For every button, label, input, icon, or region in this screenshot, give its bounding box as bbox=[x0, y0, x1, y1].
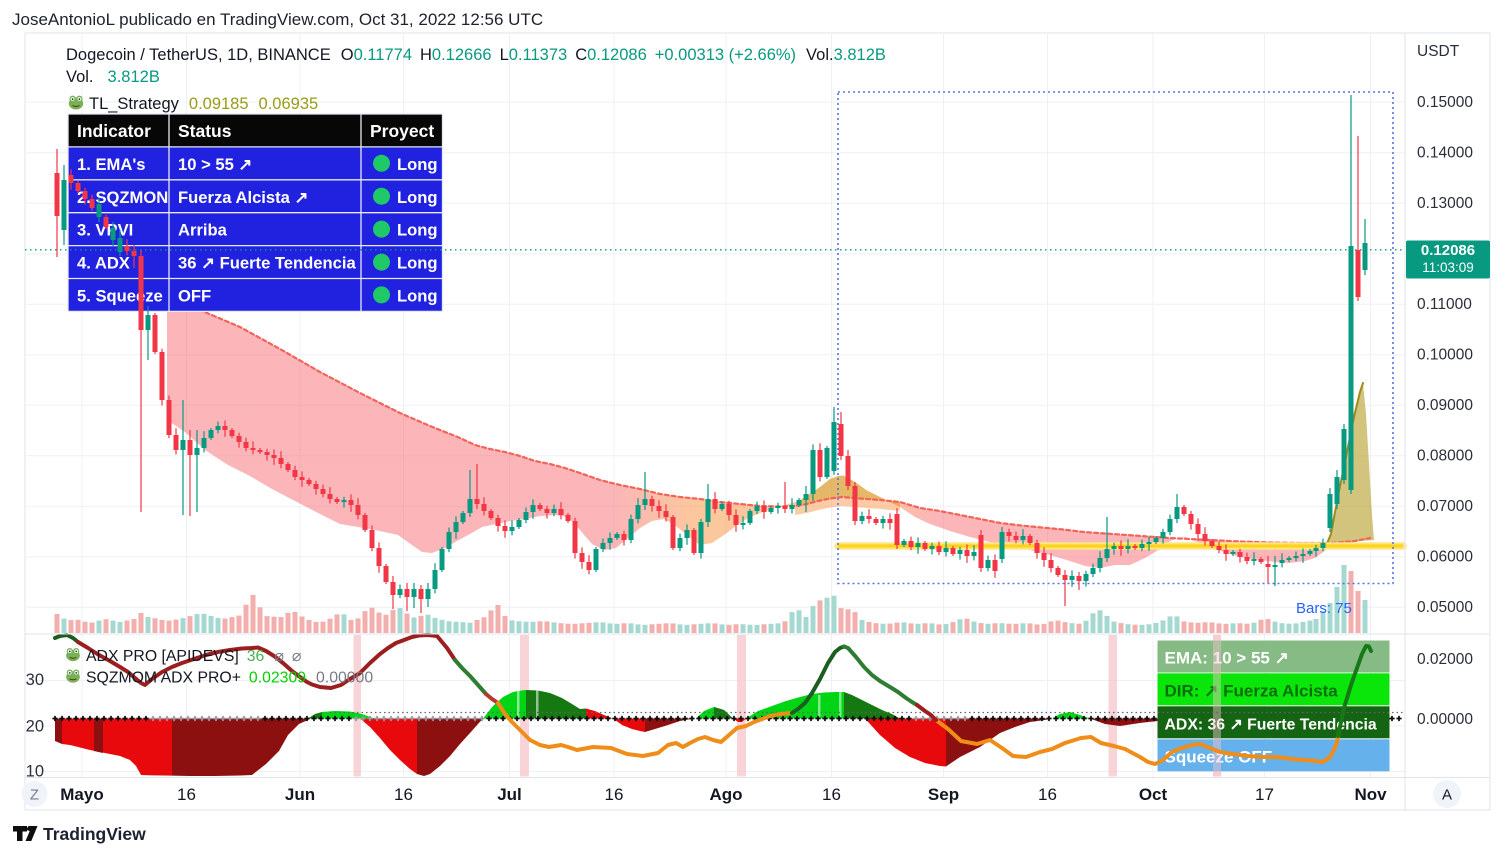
svg-text:Long: Long bbox=[397, 188, 438, 207]
svg-text:Nov: Nov bbox=[1354, 785, 1387, 804]
svg-text:0.02000: 0.02000 bbox=[1417, 651, 1473, 668]
svg-text:0.00000: 0.00000 bbox=[1417, 711, 1473, 728]
svg-text:16: 16 bbox=[1038, 785, 1057, 804]
svg-text:DIR: ↗ Fuerza Alcista: DIR: ↗ Fuerza Alcista bbox=[1165, 681, 1339, 700]
svg-text:Fuerza Alcista ↗: Fuerza Alcista ↗ bbox=[178, 188, 308, 207]
svg-text:OFF: OFF bbox=[178, 287, 211, 306]
svg-text:ADX: 36 ↗ Fuerte Tendencia: ADX: 36 ↗ Fuerte Tendencia bbox=[1165, 716, 1377, 733]
svg-text:0.08000: 0.08000 bbox=[1417, 448, 1473, 465]
svg-text:TradingView: TradingView bbox=[43, 824, 146, 844]
svg-text:Indicator: Indicator bbox=[77, 121, 151, 141]
svg-text:0.13000: 0.13000 bbox=[1417, 195, 1473, 212]
svg-text:JoseAntonioL publicado en Trad: JoseAntonioL publicado en TradingView.co… bbox=[12, 10, 543, 29]
svg-text:USDT: USDT bbox=[1417, 43, 1460, 60]
svg-text:Mayo: Mayo bbox=[60, 785, 103, 804]
svg-text:5. Squeeze: 5. Squeeze bbox=[77, 287, 163, 306]
svg-text:16: 16 bbox=[394, 785, 413, 804]
svg-text:0.07000: 0.07000 bbox=[1417, 498, 1473, 515]
svg-text:Vol.3.812B: Vol. 3.812B bbox=[66, 68, 160, 86]
svg-text:Long: Long bbox=[397, 221, 438, 240]
svg-text:Long: Long bbox=[397, 254, 438, 273]
svg-text:0.12086: 0.12086 bbox=[1421, 242, 1475, 259]
svg-text:0.14000: 0.14000 bbox=[1417, 145, 1473, 162]
svg-text:0.06000: 0.06000 bbox=[1417, 549, 1473, 566]
svg-text:4. ADX: 4. ADX bbox=[77, 254, 130, 273]
svg-text:30: 30 bbox=[26, 671, 44, 689]
svg-text:Ago: Ago bbox=[709, 785, 742, 804]
svg-text:10 > 55 ↗: 10 > 55 ↗ bbox=[178, 155, 252, 174]
svg-text:Status: Status bbox=[178, 121, 232, 141]
svg-text:10: 10 bbox=[26, 763, 44, 781]
svg-text:2. SQZMON: 2. SQZMON bbox=[77, 188, 168, 207]
svg-text:17: 17 bbox=[1255, 785, 1274, 804]
svg-text:36 ↗ Fuerte Tendencia: 36 ↗ Fuerte Tendencia bbox=[178, 254, 357, 273]
svg-text:16: 16 bbox=[605, 785, 624, 804]
svg-text:EMA: 10 > 55 ↗: EMA: 10 > 55 ↗ bbox=[1165, 649, 1289, 668]
svg-text:ADX PRO [APIDEVS]36⌀⌀: ADX PRO [APIDEVS] 36 ⌀ ⌀ bbox=[86, 648, 302, 665]
svg-text:0.05000: 0.05000 bbox=[1417, 599, 1473, 616]
svg-text:Z: Z bbox=[30, 787, 39, 804]
svg-text:16: 16 bbox=[822, 785, 841, 804]
svg-text:Jun: Jun bbox=[285, 785, 315, 804]
svg-text:Long: Long bbox=[397, 287, 438, 306]
svg-text:20: 20 bbox=[26, 718, 44, 736]
svg-text:0.09000: 0.09000 bbox=[1417, 397, 1473, 414]
svg-text:Dogecoin / TetherUS, 1D, BINAN: Dogecoin / TetherUS, 1D, BINANCE O0.11774… bbox=[66, 46, 886, 64]
svg-text:A: A bbox=[1442, 787, 1452, 804]
svg-text:0.15000: 0.15000 bbox=[1417, 94, 1473, 111]
svg-text:Long: Long bbox=[397, 155, 438, 174]
svg-text:Sep: Sep bbox=[928, 785, 959, 804]
svg-text:Arriba: Arriba bbox=[178, 221, 228, 240]
svg-text:0.11000: 0.11000 bbox=[1417, 296, 1472, 313]
svg-text:3. VPVI: 3. VPVI bbox=[77, 221, 133, 240]
svg-text:Proyect: Proyect bbox=[370, 121, 434, 141]
svg-text:Jul: Jul bbox=[497, 785, 522, 804]
svg-text:Squeeze OFF: Squeeze OFF bbox=[1165, 747, 1273, 766]
svg-text:Oct: Oct bbox=[1139, 785, 1168, 804]
svg-text:16: 16 bbox=[177, 785, 196, 804]
svg-text:1. EMA's: 1. EMA's bbox=[77, 155, 146, 174]
svg-text:0.10000: 0.10000 bbox=[1417, 347, 1473, 364]
svg-text:Bars: 75: Bars: 75 bbox=[1296, 600, 1352, 617]
svg-text:11:03:09: 11:03:09 bbox=[1422, 260, 1474, 275]
